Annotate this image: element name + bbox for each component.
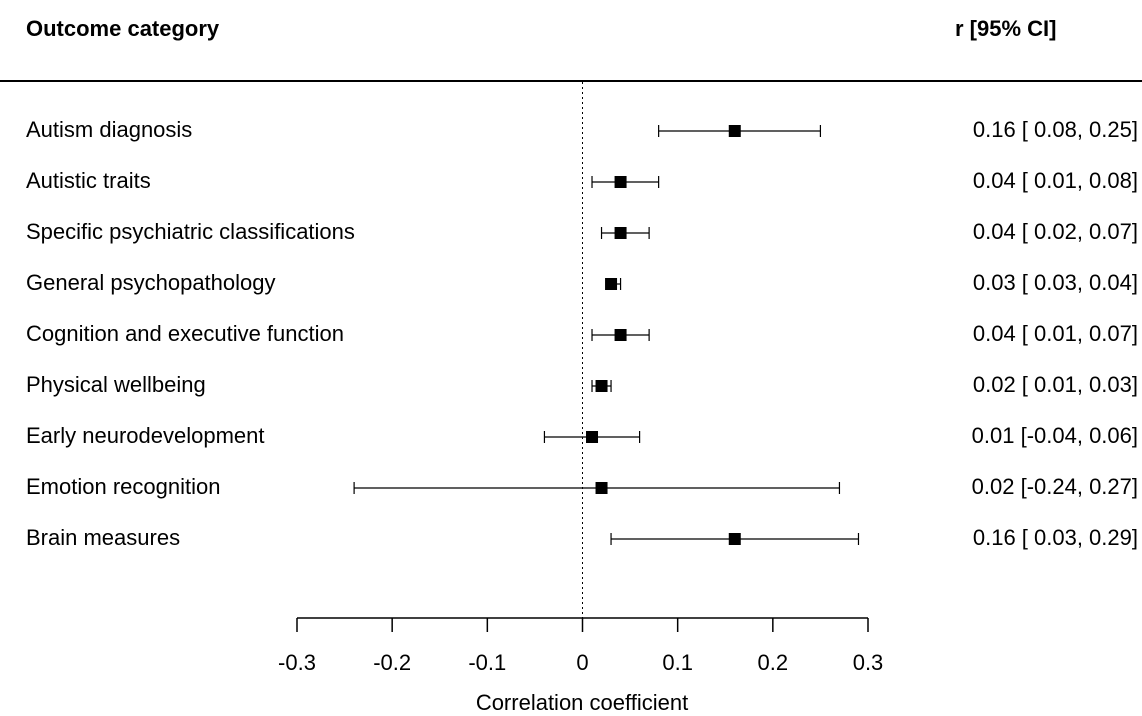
row-ci-text: 0.04 [ 0.02, 0.07]: [972, 219, 1138, 244]
row-label: General psychopathology: [26, 270, 276, 295]
row-ci-text: 0.03 [ 0.03, 0.04]: [972, 270, 1138, 295]
point-estimate-marker: [614, 329, 627, 341]
row-label: Specific psychiatric classifications: [26, 219, 355, 244]
row-ci-text: 0.02 [ 0.01, 0.03]: [972, 372, 1138, 397]
x-tick-label: -0.3: [278, 650, 316, 675]
x-tick-label: 0.1: [662, 650, 693, 675]
point-estimate-marker: [586, 431, 599, 443]
row-label: Cognition and executive function: [26, 321, 344, 346]
row-label: Emotion recognition: [26, 474, 221, 499]
x-tick-label: -0.1: [468, 650, 506, 675]
point-estimate-marker: [595, 482, 608, 494]
x-tick-label: 0.2: [758, 650, 789, 675]
row-ci-text: 0.16 [ 0.08, 0.25]: [972, 117, 1138, 142]
point-estimate-marker: [728, 533, 741, 545]
row-ci-text: 0.01 [-0.04, 0.06]: [971, 423, 1138, 448]
point-estimate-marker: [614, 176, 627, 188]
row-label: Brain measures: [26, 525, 181, 550]
row-ci-text: 0.16 [ 0.03, 0.29]: [972, 525, 1138, 550]
row-label: Physical wellbeing: [26, 372, 206, 397]
point-estimate-marker: [728, 125, 741, 137]
x-tick-label: 0.3: [853, 650, 884, 675]
column-header-outcome: Outcome category: [26, 16, 220, 41]
header-rule: [0, 80, 1142, 82]
row-ci-text: 0.04 [ 0.01, 0.07]: [972, 321, 1138, 346]
row-label: Autistic traits: [26, 168, 151, 193]
row-ci-text: 0.04 [ 0.01, 0.08]: [972, 168, 1138, 193]
x-tick-label: 0: [576, 650, 588, 675]
point-estimate-marker: [605, 278, 618, 290]
point-estimate-marker: [595, 380, 608, 392]
row-label: Autism diagnosis: [26, 117, 193, 142]
column-header-ci: r [95% CI]: [955, 16, 1057, 41]
x-tick-label: -0.2: [373, 650, 411, 675]
point-estimate-marker: [614, 227, 627, 239]
row-label: Early neurodevelopment: [26, 423, 265, 448]
x-axis-label: Correlation coefficient: [475, 690, 689, 715]
row-ci-text: 0.02 [-0.24, 0.27]: [971, 474, 1138, 499]
